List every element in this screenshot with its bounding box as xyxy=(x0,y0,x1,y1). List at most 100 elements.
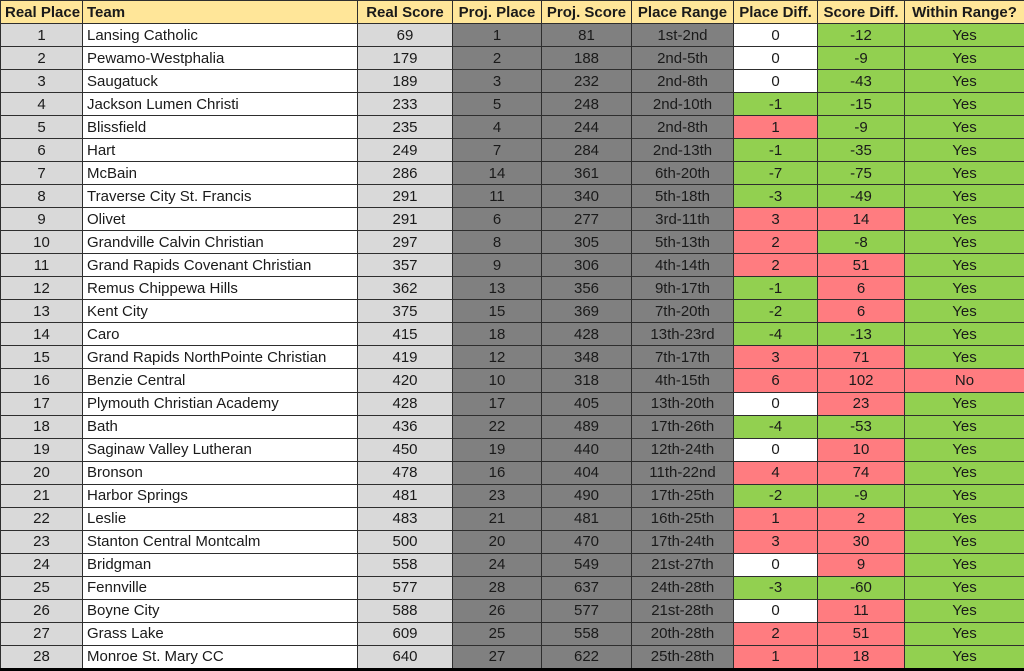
cell-proj-place[interactable]: 19 xyxy=(452,437,542,462)
cell-place-range[interactable]: 21st-27th xyxy=(631,552,734,577)
cell-team[interactable]: McBain xyxy=(82,161,358,186)
cell-place-range[interactable]: 2nd-8th xyxy=(631,69,734,94)
cell-proj-place[interactable]: 28 xyxy=(452,575,542,600)
cell-real-place[interactable]: 26 xyxy=(0,598,83,623)
cell-within-range[interactable]: Yes xyxy=(904,22,1024,48)
cell-real-place[interactable]: 23 xyxy=(0,529,83,554)
cell-proj-score[interactable]: 232 xyxy=(541,69,632,94)
cell-proj-score[interactable]: 277 xyxy=(541,207,632,232)
cell-proj-score[interactable]: 622 xyxy=(541,644,632,671)
cell-real-score[interactable]: 478 xyxy=(357,460,453,485)
cell-team[interactable]: Bridgman xyxy=(82,552,358,577)
cell-proj-place[interactable]: 9 xyxy=(452,253,542,278)
cell-proj-score[interactable]: 340 xyxy=(541,184,632,209)
cell-within-range[interactable]: Yes xyxy=(904,598,1024,623)
cell-place-range[interactable]: 12th-24th xyxy=(631,437,734,462)
cell-proj-score[interactable]: 188 xyxy=(541,46,632,71)
cell-within-range[interactable]: Yes xyxy=(904,184,1024,209)
cell-score-diff[interactable]: -12 xyxy=(817,22,905,48)
cell-score-diff[interactable]: -75 xyxy=(817,161,905,186)
cell-real-place[interactable]: 12 xyxy=(0,276,83,301)
cell-score-diff[interactable]: 30 xyxy=(817,529,905,554)
cell-real-score[interactable]: 420 xyxy=(357,368,453,393)
cell-place-diff[interactable]: 3 xyxy=(733,529,818,554)
column-header-real-score[interactable]: Real Score xyxy=(357,0,453,24)
cell-score-diff[interactable]: -13 xyxy=(817,322,905,347)
cell-within-range[interactable]: Yes xyxy=(904,207,1024,232)
cell-place-diff[interactable]: -7 xyxy=(733,161,818,186)
cell-score-diff[interactable]: 51 xyxy=(817,253,905,278)
cell-real-score[interactable]: 286 xyxy=(357,161,453,186)
cell-real-place[interactable]: 16 xyxy=(0,368,83,393)
cell-proj-score[interactable]: 248 xyxy=(541,92,632,117)
cell-place-diff[interactable]: 6 xyxy=(733,368,818,393)
cell-real-place[interactable]: 6 xyxy=(0,138,83,163)
cell-proj-place[interactable]: 11 xyxy=(452,184,542,209)
cell-real-score[interactable]: 291 xyxy=(357,184,453,209)
cell-place-diff[interactable]: 3 xyxy=(733,207,818,232)
cell-within-range[interactable]: Yes xyxy=(904,644,1024,671)
cell-real-place[interactable]: 15 xyxy=(0,345,83,370)
cell-real-place[interactable]: 2 xyxy=(0,46,83,71)
cell-place-diff[interactable]: -2 xyxy=(733,299,818,324)
cell-proj-place[interactable]: 13 xyxy=(452,276,542,301)
cell-within-range[interactable]: Yes xyxy=(904,138,1024,163)
cell-proj-score[interactable]: 490 xyxy=(541,483,632,508)
cell-place-diff[interactable]: -2 xyxy=(733,483,818,508)
cell-real-score[interactable]: 450 xyxy=(357,437,453,462)
cell-proj-place[interactable]: 23 xyxy=(452,483,542,508)
cell-place-diff[interactable]: -1 xyxy=(733,138,818,163)
cell-within-range[interactable]: Yes xyxy=(904,230,1024,255)
cell-proj-score[interactable]: 305 xyxy=(541,230,632,255)
cell-proj-score[interactable]: 440 xyxy=(541,437,632,462)
cell-real-score[interactable]: 609 xyxy=(357,621,453,646)
cell-place-range[interactable]: 16th-25th xyxy=(631,506,734,531)
cell-score-diff[interactable]: -9 xyxy=(817,483,905,508)
cell-place-range[interactable]: 17th-26th xyxy=(631,414,734,439)
cell-within-range[interactable]: Yes xyxy=(904,437,1024,462)
cell-within-range[interactable]: Yes xyxy=(904,92,1024,117)
cell-real-place[interactable]: 11 xyxy=(0,253,83,278)
cell-score-diff[interactable]: 10 xyxy=(817,437,905,462)
cell-proj-score[interactable]: 549 xyxy=(541,552,632,577)
cell-proj-score[interactable]: 361 xyxy=(541,161,632,186)
cell-proj-score[interactable]: 428 xyxy=(541,322,632,347)
cell-real-place[interactable]: 5 xyxy=(0,115,83,140)
cell-real-score[interactable]: 419 xyxy=(357,345,453,370)
cell-place-diff[interactable]: 2 xyxy=(733,253,818,278)
cell-team[interactable]: Bath xyxy=(82,414,358,439)
cell-place-diff[interactable]: 0 xyxy=(733,437,818,462)
cell-proj-place[interactable]: 10 xyxy=(452,368,542,393)
cell-team[interactable]: Plymouth Christian Academy xyxy=(82,391,358,416)
cell-within-range[interactable]: Yes xyxy=(904,483,1024,508)
cell-team[interactable]: Jackson Lumen Christi xyxy=(82,92,358,117)
cell-within-range[interactable]: No xyxy=(904,368,1024,393)
cell-within-range[interactable]: Yes xyxy=(904,552,1024,577)
cell-team[interactable]: Boyne City xyxy=(82,598,358,623)
cell-score-diff[interactable]: 6 xyxy=(817,276,905,301)
cell-place-range[interactable]: 13th-20th xyxy=(631,391,734,416)
cell-place-diff[interactable]: -3 xyxy=(733,184,818,209)
cell-score-diff[interactable]: 23 xyxy=(817,391,905,416)
cell-real-place[interactable]: 27 xyxy=(0,621,83,646)
column-header-proj-place[interactable]: Proj. Place xyxy=(452,0,542,24)
cell-real-place[interactable]: 28 xyxy=(0,644,83,671)
cell-real-score[interactable]: 436 xyxy=(357,414,453,439)
cell-real-place[interactable]: 4 xyxy=(0,92,83,117)
cell-place-diff[interactable]: 1 xyxy=(733,506,818,531)
cell-team[interactable]: Remus Chippewa Hills xyxy=(82,276,358,301)
cell-place-range[interactable]: 7th-17th xyxy=(631,345,734,370)
cell-team[interactable]: Pewamo-Westphalia xyxy=(82,46,358,71)
cell-real-score[interactable]: 481 xyxy=(357,483,453,508)
cell-place-diff[interactable]: 4 xyxy=(733,460,818,485)
cell-place-diff[interactable]: 0 xyxy=(733,22,818,48)
cell-proj-score[interactable]: 284 xyxy=(541,138,632,163)
cell-real-score[interactable]: 235 xyxy=(357,115,453,140)
cell-score-diff[interactable]: -9 xyxy=(817,46,905,71)
cell-team[interactable]: Caro xyxy=(82,322,358,347)
cell-real-score[interactable]: 577 xyxy=(357,575,453,600)
cell-within-range[interactable]: Yes xyxy=(904,621,1024,646)
cell-place-range[interactable]: 5th-18th xyxy=(631,184,734,209)
cell-real-score[interactable]: 233 xyxy=(357,92,453,117)
cell-team[interactable]: Benzie Central xyxy=(82,368,358,393)
